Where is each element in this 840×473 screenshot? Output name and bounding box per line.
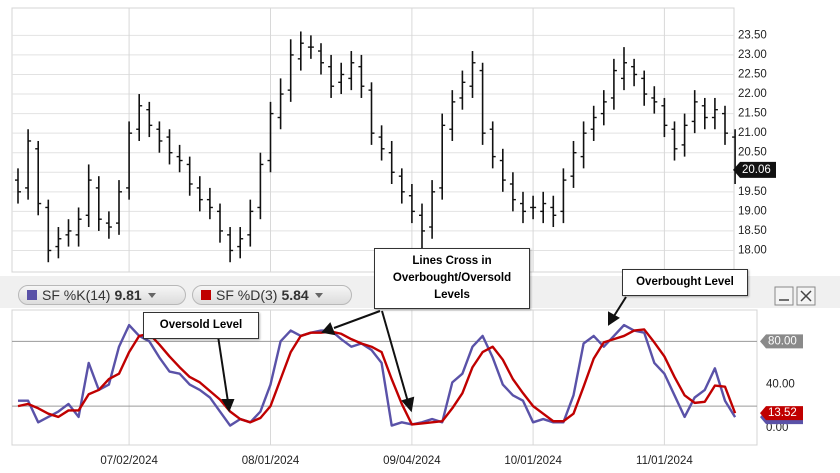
series-line <box>18 323 737 427</box>
y-tick-label: 22.00 <box>738 88 767 100</box>
legend-label: SF %K(14) <box>42 287 111 303</box>
x-tick-label: 08/01/2024 <box>242 455 300 467</box>
last-value-marker <box>760 406 803 421</box>
legend-value: 5.84 <box>281 287 309 303</box>
legend-item[interactable]: SF %D(3) 5.84 <box>192 285 352 305</box>
close-icon <box>800 290 812 302</box>
price-panel <box>11 7 735 273</box>
annotation: Lines Cross in Overbought/Oversold Level… <box>374 248 530 309</box>
legend-value: 9.81 <box>114 287 142 303</box>
y-tick-label: 21.00 <box>738 127 767 139</box>
arrow-head <box>221 399 235 413</box>
x-tick-label: 10/01/2024 <box>504 455 562 467</box>
arrow-head <box>321 322 336 336</box>
y-tick-label: 19.50 <box>738 186 767 198</box>
annotation-arrows <box>217 296 627 413</box>
x-tick-label: 11/01/2024 <box>636 455 693 467</box>
legend-swatch <box>27 290 37 300</box>
annotation: Overbought Level <box>622 269 748 296</box>
minimize-button[interactable] <box>774 286 794 306</box>
arrow <box>333 310 381 329</box>
legend-label: SF %D(3) <box>216 287 278 303</box>
y-tick-label: 20.50 <box>738 147 767 159</box>
arrow <box>381 310 409 403</box>
arrow-head <box>608 311 620 326</box>
tick-box <box>760 334 803 349</box>
x-tick-label: 07/02/2024 <box>100 455 158 467</box>
y-tick-label: 40.00 <box>766 379 795 391</box>
y-tick-label: 80.00 <box>768 335 797 347</box>
annotation: Oversold Level <box>143 312 259 339</box>
last-price-label: 20.06 <box>742 164 771 176</box>
y-tick-label: 19.00 <box>738 205 767 217</box>
arrow-head <box>401 396 415 413</box>
legend-swatch <box>201 290 211 300</box>
y-tick-label: 18.00 <box>738 245 767 257</box>
y-tick-label: 22.50 <box>738 69 767 81</box>
x-tick-label: 09/04/2024 <box>383 455 441 467</box>
y-tick-label: 23.00 <box>738 49 767 61</box>
y-tick-label: 23.50 <box>738 29 767 41</box>
y-tick-label: 0.00 <box>766 422 788 434</box>
window-buttons[interactable] <box>774 286 816 306</box>
arrow <box>217 335 229 403</box>
last-value-label: 13.52 <box>768 407 797 419</box>
last-price-marker <box>733 161 776 178</box>
series-line <box>17 328 737 426</box>
arrow <box>613 296 627 317</box>
y-tick-label: 18.50 <box>738 225 767 237</box>
y-tick-label: 21.50 <box>738 108 767 120</box>
legend-item[interactable]: SF %K(14) 9.81 <box>18 285 186 305</box>
